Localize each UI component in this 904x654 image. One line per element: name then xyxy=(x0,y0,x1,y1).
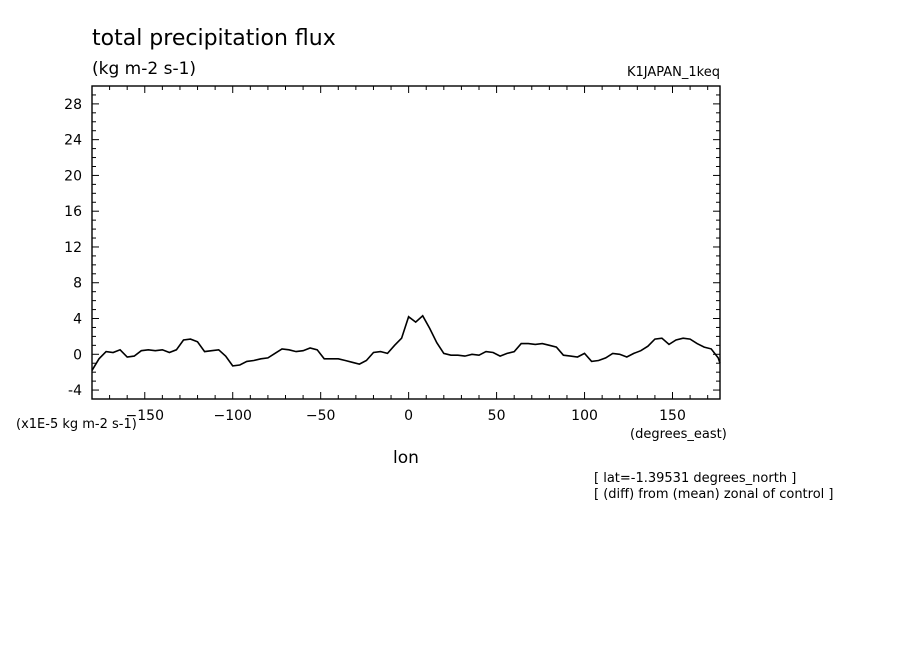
y-tick-label: 12 xyxy=(64,240,82,256)
y-tick-label: 8 xyxy=(73,276,82,292)
chart-title: total precipitation flux xyxy=(92,26,336,51)
chart-units: (kg m-2 s-1) xyxy=(92,59,196,79)
y-tick-label: 4 xyxy=(73,312,82,328)
x-tick-label: 150 xyxy=(659,408,686,424)
series-line xyxy=(91,314,721,371)
y-tick-label: 24 xyxy=(64,133,82,149)
plot-frame xyxy=(91,85,721,400)
run-label: K1JAPAN_1keq xyxy=(627,65,720,80)
x-tick-label: 100 xyxy=(571,408,598,424)
y-tick-label: 0 xyxy=(73,347,82,363)
x-axis-label: lon xyxy=(393,448,419,468)
scale-note: (x1E-5 kg m-2 s-1) xyxy=(16,417,137,432)
y-tick-label: 20 xyxy=(64,168,82,184)
x-tick-label: −50 xyxy=(306,408,336,424)
y-tick-label: 16 xyxy=(64,204,82,220)
x-axis: −150 −100 −50 0 50 100 150 xyxy=(109,86,709,424)
x-tick-label: −100 xyxy=(214,408,252,424)
note-latitude: [ lat=-1.39531 degrees_north ] xyxy=(594,471,796,486)
y-tick-label: -4 xyxy=(68,383,82,399)
x-tick-label: 0 xyxy=(404,408,413,424)
x-tick-label: −150 xyxy=(126,408,164,424)
x-tick-label: 50 xyxy=(488,408,506,424)
y-tick-label: 28 xyxy=(64,97,82,113)
plot-border xyxy=(91,85,721,400)
x-axis-units: (degrees_east) xyxy=(630,427,727,442)
y-axis: -4 0 4 8 12 16 20 24 28 xyxy=(64,85,720,400)
note-diff: [ (diff) from (mean) zonal of control ] xyxy=(594,487,833,502)
